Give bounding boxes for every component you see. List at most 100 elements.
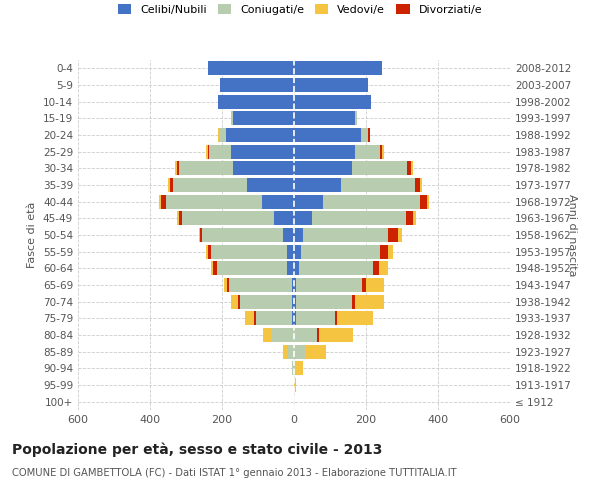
Bar bbox=[159, 194, 161, 209]
Bar bbox=[388, 228, 398, 242]
Bar bbox=[229, 278, 292, 292]
Bar bbox=[296, 278, 362, 292]
Bar bbox=[355, 144, 380, 159]
Bar bbox=[208, 244, 211, 259]
Bar bbox=[256, 311, 292, 326]
Bar bbox=[427, 194, 429, 209]
Bar bbox=[380, 144, 382, 159]
Bar bbox=[247, 178, 294, 192]
Bar bbox=[272, 328, 294, 342]
Bar bbox=[319, 328, 353, 342]
Bar bbox=[335, 311, 337, 326]
Bar bbox=[208, 144, 209, 159]
Bar bbox=[292, 278, 294, 292]
Bar bbox=[220, 78, 294, 92]
Bar bbox=[292, 361, 294, 376]
Bar bbox=[206, 244, 208, 259]
Bar bbox=[287, 244, 294, 259]
Bar bbox=[294, 162, 352, 175]
Bar bbox=[312, 211, 406, 226]
Bar bbox=[415, 178, 420, 192]
Bar bbox=[233, 162, 294, 175]
Bar bbox=[294, 378, 296, 392]
Bar bbox=[263, 328, 272, 342]
Bar bbox=[382, 144, 384, 159]
Bar bbox=[294, 311, 296, 326]
Bar bbox=[177, 162, 179, 175]
Bar bbox=[294, 211, 312, 226]
Bar bbox=[218, 128, 220, 142]
Bar bbox=[406, 211, 413, 226]
Bar bbox=[296, 361, 303, 376]
Bar bbox=[368, 128, 370, 142]
Bar bbox=[211, 261, 213, 276]
Bar bbox=[199, 228, 200, 242]
Bar bbox=[177, 211, 179, 226]
Bar bbox=[303, 228, 388, 242]
Legend: Celibi/Nubili, Coniugati/e, Vedovi/e, Divorziati/e: Celibi/Nubili, Coniugati/e, Vedovi/e, Di… bbox=[115, 0, 485, 18]
Bar bbox=[294, 328, 317, 342]
Bar bbox=[411, 162, 413, 175]
Y-axis label: Fasce di età: Fasce di età bbox=[28, 202, 37, 268]
Bar bbox=[294, 261, 299, 276]
Bar bbox=[373, 261, 379, 276]
Bar bbox=[355, 112, 357, 126]
Bar bbox=[294, 361, 296, 376]
Bar bbox=[407, 162, 411, 175]
Bar bbox=[294, 94, 371, 109]
Bar bbox=[200, 228, 202, 242]
Bar bbox=[240, 294, 292, 308]
Bar bbox=[175, 162, 177, 175]
Bar bbox=[317, 328, 319, 342]
Bar bbox=[294, 62, 382, 76]
Bar bbox=[209, 144, 231, 159]
Bar bbox=[352, 162, 407, 175]
Bar bbox=[355, 294, 384, 308]
Bar bbox=[341, 178, 415, 192]
Bar bbox=[287, 344, 294, 359]
Bar bbox=[254, 311, 256, 326]
Bar bbox=[283, 344, 287, 359]
Bar bbox=[294, 244, 301, 259]
Bar bbox=[366, 278, 384, 292]
Bar bbox=[220, 128, 226, 142]
Bar bbox=[294, 144, 355, 159]
Bar bbox=[208, 62, 294, 76]
Bar bbox=[231, 112, 233, 126]
Bar bbox=[170, 178, 173, 192]
Bar bbox=[231, 144, 294, 159]
Bar bbox=[294, 294, 296, 308]
Bar bbox=[323, 194, 420, 209]
Text: COMUNE DI GAMBETTOLA (FC) - Dati ISTAT 1° gennaio 2013 - Elaborazione TUTTITALIA: COMUNE DI GAMBETTOLA (FC) - Dati ISTAT 1… bbox=[12, 468, 457, 477]
Bar bbox=[211, 244, 287, 259]
Bar bbox=[299, 261, 373, 276]
Bar bbox=[173, 178, 247, 192]
Text: Popolazione per età, sesso e stato civile - 2013: Popolazione per età, sesso e stato civil… bbox=[12, 442, 382, 457]
Bar bbox=[294, 178, 341, 192]
Bar bbox=[413, 211, 416, 226]
Bar bbox=[361, 128, 368, 142]
Bar bbox=[224, 278, 227, 292]
Bar bbox=[337, 311, 373, 326]
Bar bbox=[179, 162, 233, 175]
Bar bbox=[161, 194, 166, 209]
Bar bbox=[226, 128, 294, 142]
Bar bbox=[301, 244, 380, 259]
Bar bbox=[296, 294, 352, 308]
Bar bbox=[352, 294, 355, 308]
Bar bbox=[294, 128, 361, 142]
Bar bbox=[202, 228, 283, 242]
Bar bbox=[166, 194, 262, 209]
Bar bbox=[206, 144, 208, 159]
Bar bbox=[218, 94, 294, 109]
Bar bbox=[287, 261, 294, 276]
Bar bbox=[420, 178, 422, 192]
Bar bbox=[262, 194, 294, 209]
Bar bbox=[238, 294, 240, 308]
Bar bbox=[294, 278, 296, 292]
Bar bbox=[398, 228, 402, 242]
Bar bbox=[292, 294, 294, 308]
Bar bbox=[217, 261, 287, 276]
Bar bbox=[245, 311, 254, 326]
Bar bbox=[283, 228, 294, 242]
